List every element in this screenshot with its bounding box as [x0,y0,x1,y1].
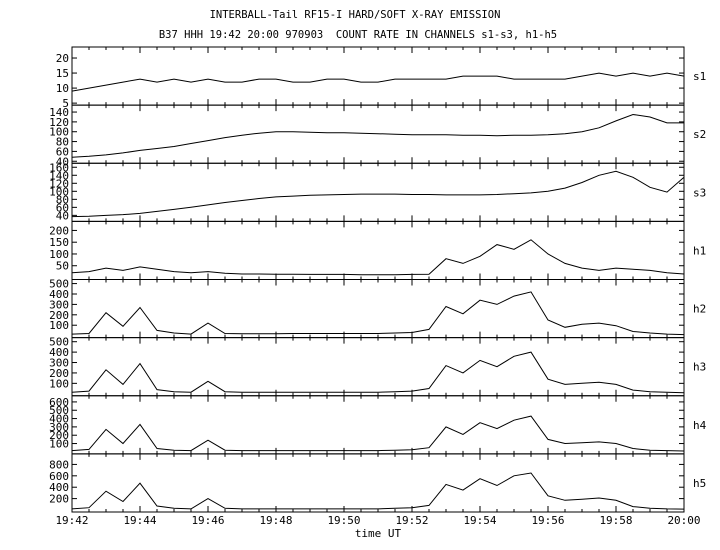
y-tick-label-h4: 500 [49,404,69,417]
series-line-h2 [71,291,685,336]
panels: 5101520s1406080100120140s240608010012014… [49,46,707,513]
y-tick-label-h2: 100 [49,319,69,332]
panel-frame-s3 [71,162,685,222]
x-tick-label: 19:46 [191,514,224,527]
y-tick-label-h2: 500 [49,278,69,291]
panel-frame-h1 [71,220,685,280]
y-tick-label-h3: 300 [49,357,69,370]
x-tick-label: 19:58 [599,514,632,527]
y-tick-label-h3: 200 [49,367,69,380]
y-tick-label-h1: 50 [56,260,69,273]
x-axis: 19:42 19:44 19:46 19:48 19:50 19:52 19:54 19:56… [55,514,700,527]
y-tick-label-s3: 120 [49,177,69,190]
series-line-s2 [71,113,684,158]
panel-s1: 5 10 15 20 s1 [56,46,706,110]
channel-label-h1: h1 [693,244,706,257]
channel-label-h5: h5 [693,477,706,490]
y-tick-label-s3: 80 [56,193,69,206]
y-tick-label-h4: 400 [49,413,69,426]
y-tick-label-h3: 400 [49,346,69,359]
y-tick-label-h5: 800 [49,458,69,471]
chart-title: INTERBALL-Tail RF15-I HARD/SOFT X-RAY EM… [210,9,501,21]
panel-frame-h5 [71,453,685,513]
x-tick-label: 19:48 [259,514,292,527]
series-line-h1 [71,239,685,276]
y-tick-label-h3: 500 [49,336,69,349]
series-line-s1 [71,72,685,92]
y-tick-label-h1: 200 [49,224,69,237]
y-tick-label-h2: 300 [49,298,69,311]
chart-subtitle: B37 HHH 19:42 20:00 970903 COUNT RATE IN… [159,29,557,41]
y-tick-label-s3: 100 [49,185,69,198]
y-tick-label-s3: 60 [56,201,69,214]
y-tick-label-s2: 100 [49,126,69,139]
y-tick-label-s1: 5 [62,97,69,110]
panel-frame-h4 [71,395,685,455]
y-tick-label-h4: 100 [49,438,69,451]
x-tick-label: 19:54 [463,514,496,527]
x-tick-label: 19:42 [55,514,88,527]
y-tick-label-s1: 20 [56,52,69,65]
channel-label-s3: s3 [693,186,706,199]
x-tick-label: 19:52 [395,514,428,527]
channel-label-h3: h3 [693,361,706,374]
y-tick-label-h4: 600 [49,396,69,409]
y-tick-label-h3: 100 [49,377,69,390]
y-tick-label-h5: 400 [49,481,69,494]
y-tick-label-h2: 400 [49,288,69,301]
y-tick-label-s2: 140 [49,106,69,119]
y-tick-label-s2: 80 [56,136,69,149]
x-axis-label: time UT [355,527,402,540]
x-tick-label: 20:00 [667,514,700,527]
channel-label-h2: h2 [693,303,706,316]
y-tick-label-s3: 140 [49,169,69,182]
series-line-h5 [71,472,685,510]
channel-label-s1: s1 [693,70,706,83]
series-line-h3 [71,351,685,394]
y-tick-label-h1: 150 [49,236,69,249]
series-line-h4 [71,415,685,452]
y-tick-label-h1: 100 [49,248,69,261]
panel-frame-h2 [71,279,685,339]
y-tick-label-h4: 300 [49,421,69,434]
y-tick-label-h4: 200 [49,429,69,442]
y-tick-label-s1: 15 [56,67,69,80]
y-tick-label-s2: 60 [56,145,69,158]
y-tick-label-s1: 10 [56,82,69,95]
channel-label-h4: h4 [693,419,707,432]
y-tick-label-s2: 40 [56,155,69,168]
x-tick-label: 19:50 [327,514,360,527]
panel-frame-h3 [71,337,685,397]
panel-frame-s1 [71,46,685,106]
y-tick-label-h5: 200 [49,493,69,506]
y-tick-label-s2: 120 [49,116,69,129]
y-tick-label-h2: 200 [49,309,69,322]
y-tick-label-h5: 600 [49,470,69,483]
x-tick-label: 19:56 [531,514,564,527]
series-line-s3 [71,170,685,218]
channel-label-s2: s2 [693,128,706,141]
x-tick-label: 19:44 [123,514,156,527]
y-tick-label-s3: 40 [56,209,69,222]
y-tick-label-s3: 160 [49,161,69,174]
